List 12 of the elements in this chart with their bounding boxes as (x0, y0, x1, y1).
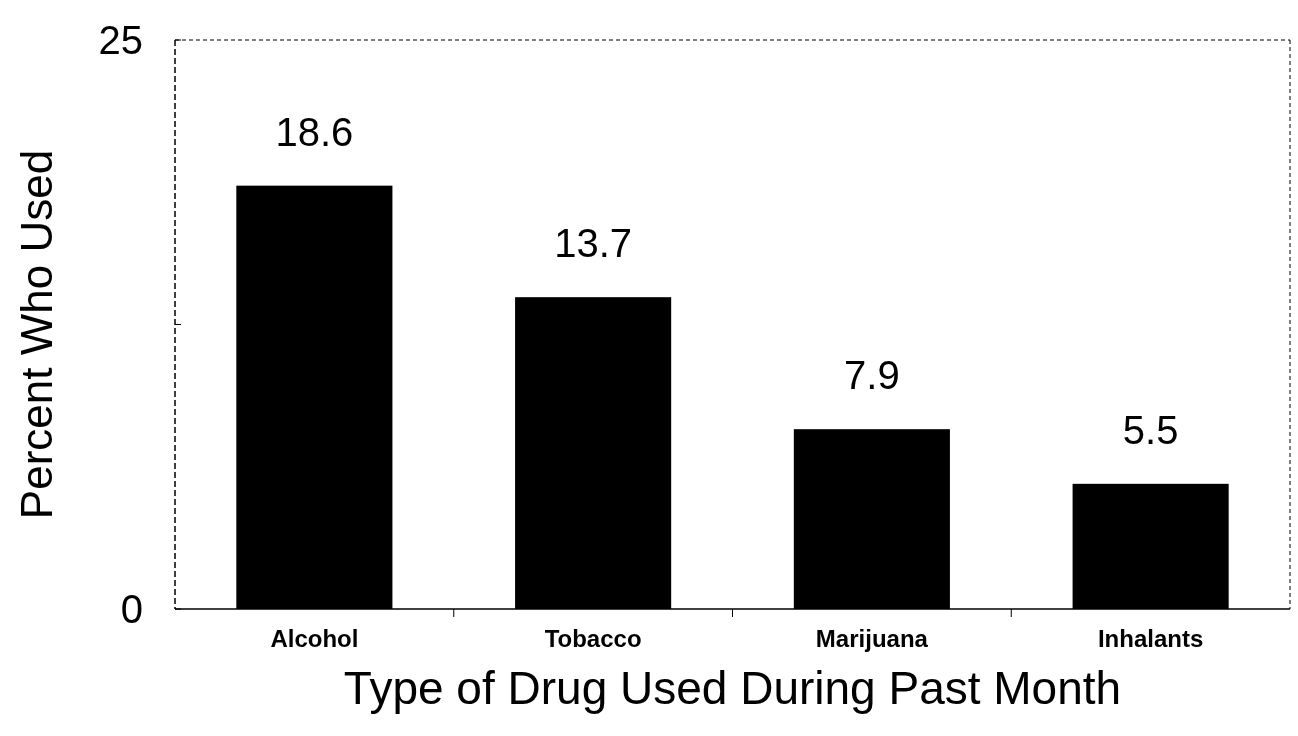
data-label: 18.6 (275, 109, 354, 154)
y-axis-title: Percent Who Used (12, 149, 61, 520)
x-tick-label: Inhalants (1097, 625, 1204, 652)
y-tick-label: 25 (98, 18, 143, 62)
y-tick-label: 0 (120, 587, 143, 631)
x-tick-label: Marijuana (815, 625, 929, 652)
x-axis-title: Type of Drug Used During Past Month (343, 662, 1122, 714)
x-tick-label: Alcohol (270, 625, 359, 652)
data-label: 7.9 (844, 353, 900, 398)
data-label: 13.7 (554, 221, 633, 266)
x-tick-label: Tobacco (544, 625, 642, 652)
data-label: 5.5 (1122, 407, 1179, 452)
